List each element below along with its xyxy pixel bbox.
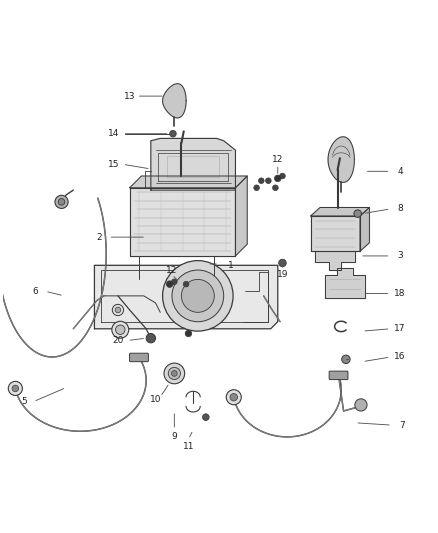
Text: 15: 15 — [107, 160, 119, 169]
Circle shape — [279, 259, 286, 266]
Text: 19: 19 — [277, 270, 288, 279]
Polygon shape — [311, 207, 369, 216]
Circle shape — [116, 325, 125, 334]
Circle shape — [275, 175, 281, 182]
Text: 4: 4 — [397, 167, 403, 176]
Text: 14: 14 — [108, 129, 119, 138]
Circle shape — [226, 390, 241, 405]
Circle shape — [162, 261, 233, 331]
Polygon shape — [328, 137, 354, 182]
Polygon shape — [360, 207, 369, 251]
Circle shape — [112, 304, 124, 316]
Circle shape — [146, 334, 155, 343]
Circle shape — [172, 279, 177, 285]
Text: 12: 12 — [166, 265, 178, 274]
Circle shape — [12, 385, 19, 392]
Circle shape — [172, 370, 177, 376]
Circle shape — [355, 399, 367, 411]
Text: 16: 16 — [394, 352, 406, 361]
Text: 2: 2 — [96, 232, 102, 241]
Text: 20: 20 — [112, 336, 124, 345]
Polygon shape — [311, 216, 360, 251]
Text: 11: 11 — [183, 442, 194, 451]
Text: 17: 17 — [394, 324, 406, 333]
Circle shape — [254, 185, 259, 191]
Circle shape — [354, 210, 361, 217]
Polygon shape — [130, 188, 236, 256]
Circle shape — [170, 131, 176, 137]
Circle shape — [183, 281, 189, 287]
Circle shape — [166, 281, 173, 287]
Text: 13: 13 — [124, 92, 135, 101]
Circle shape — [279, 173, 285, 179]
Text: 18: 18 — [394, 289, 406, 298]
Text: 12: 12 — [272, 155, 283, 164]
Circle shape — [58, 199, 65, 205]
Polygon shape — [315, 251, 355, 270]
Polygon shape — [236, 176, 247, 256]
Circle shape — [168, 367, 180, 379]
Text: 1: 1 — [228, 261, 233, 270]
Text: 8: 8 — [397, 205, 403, 213]
Polygon shape — [151, 139, 236, 190]
Circle shape — [265, 178, 271, 183]
FancyBboxPatch shape — [329, 371, 348, 379]
Circle shape — [181, 279, 214, 312]
Circle shape — [342, 355, 350, 364]
Circle shape — [164, 363, 185, 384]
FancyBboxPatch shape — [130, 353, 148, 362]
Polygon shape — [162, 84, 186, 118]
Circle shape — [172, 270, 224, 322]
Text: 5: 5 — [21, 397, 27, 406]
Text: 9: 9 — [171, 432, 177, 441]
Circle shape — [112, 321, 129, 338]
Circle shape — [185, 330, 192, 337]
Circle shape — [8, 382, 22, 395]
Circle shape — [115, 307, 121, 313]
Text: 6: 6 — [33, 287, 39, 296]
Circle shape — [258, 178, 264, 183]
Text: 7: 7 — [399, 421, 405, 430]
Circle shape — [202, 414, 209, 421]
Text: 10: 10 — [150, 395, 161, 404]
Polygon shape — [95, 265, 278, 329]
Circle shape — [55, 195, 68, 208]
Text: 3: 3 — [397, 252, 403, 261]
Circle shape — [272, 185, 278, 191]
Polygon shape — [130, 176, 247, 188]
Circle shape — [230, 393, 237, 401]
Polygon shape — [325, 268, 365, 298]
